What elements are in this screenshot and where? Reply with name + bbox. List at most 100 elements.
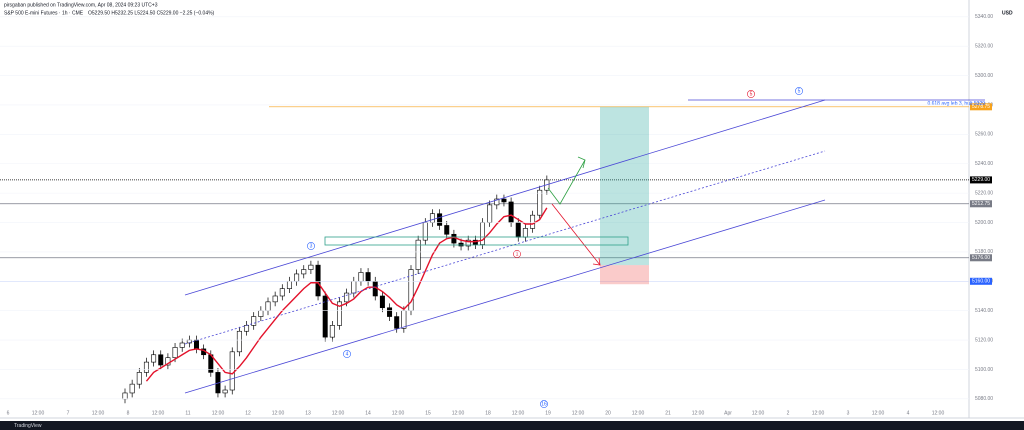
x-tick-label: 12 — [245, 410, 251, 416]
channel — [184, 99, 985, 394]
brand: TradingView — [14, 423, 42, 429]
price-tag — [970, 254, 992, 262]
candle-body — [301, 269, 307, 275]
candle-body — [122, 392, 128, 400]
candle-body — [151, 354, 157, 363]
x-tick-label: 12:00 — [32, 410, 45, 416]
x-tick-label: 13 — [305, 410, 311, 416]
candle-body — [365, 272, 371, 282]
y-tick-label: 5340.00 — [975, 14, 993, 20]
wave-circle — [343, 350, 351, 358]
candle-body — [437, 213, 443, 226]
price-tag — [970, 200, 992, 208]
candle-body — [143, 361, 149, 373]
x-tick-label: 12:00 — [152, 410, 165, 416]
candle-body — [351, 280, 357, 294]
x-tick-label: 12:00 — [452, 410, 465, 416]
x-tick-label: 15 — [425, 410, 431, 416]
candle-body — [522, 228, 528, 238]
candle-body — [494, 198, 500, 206]
candle-body — [279, 288, 285, 297]
price-tag-label: 5176.00 — [972, 255, 990, 261]
y-tick-label: 5260.00 — [975, 132, 993, 138]
candle-body — [429, 213, 435, 223]
x-tick-label: Apr — [724, 410, 732, 416]
candle-body — [472, 239, 478, 245]
x-tick-label: 19 — [545, 410, 551, 416]
candle-body — [251, 316, 257, 326]
wave-label: 4 — [346, 351, 349, 357]
candle-body — [172, 347, 178, 358]
candle-body — [379, 295, 385, 309]
x-tick-label: 11 — [185, 410, 190, 416]
candle-body — [394, 316, 400, 329]
price-tag — [970, 176, 992, 184]
x-tick-label: 12:00 — [632, 410, 645, 416]
candle-body — [315, 264, 321, 297]
x-tick-label: 2 — [787, 410, 790, 416]
x-tick-label: 12:00 — [272, 410, 285, 416]
x-tick-label: 6 — [7, 410, 10, 416]
currency: USD — [1002, 10, 1013, 16]
x-tick-label: 7 — [67, 410, 70, 416]
candle-body — [465, 239, 471, 247]
x-tick-label: 14 — [365, 410, 371, 416]
wave-circle — [513, 250, 521, 258]
x-tick-label: 12:00 — [92, 410, 105, 416]
x-tick-label: 12:00 — [932, 410, 945, 416]
price-tag-label: 5229.00 — [972, 177, 990, 183]
candle-body — [336, 301, 342, 326]
x-tick-label: 20 — [605, 410, 611, 416]
candle-body — [444, 225, 450, 235]
wave-label: 16 — [541, 401, 547, 407]
x-tick-label: 12:00 — [872, 410, 885, 416]
moving-average — [145, 207, 548, 382]
level-note: 0.618 avg leb 3, hult 5329 — [927, 101, 985, 107]
candle-body — [194, 339, 200, 350]
candle-body — [422, 222, 428, 241]
candle-body — [294, 273, 300, 282]
candle-body — [458, 242, 464, 247]
wave-label: 3 — [310, 243, 313, 249]
y-tick-label: 5320.00 — [975, 44, 993, 50]
y-tick-label: 5120.00 — [975, 337, 993, 343]
price-tag — [970, 277, 992, 285]
wave-label: 5 — [750, 91, 753, 97]
y-tick-label: 5100.00 — [975, 367, 993, 373]
x-tick-label: 21 — [665, 410, 671, 416]
candle-body — [537, 189, 543, 216]
candle-body — [515, 222, 521, 238]
candle-body — [165, 357, 171, 366]
x-tick-label: 12:00 — [812, 410, 825, 416]
y-tick-label: 5200.00 — [975, 220, 993, 226]
candle-body — [265, 301, 271, 311]
candle-body — [344, 292, 350, 303]
x-tick-label: 12:00 — [392, 410, 405, 416]
wave-circle — [795, 87, 803, 95]
candle-body — [329, 325, 335, 338]
x-tick-label: 8 — [127, 410, 130, 416]
candle-body — [258, 310, 264, 317]
candle-body — [222, 389, 228, 394]
chart-title: S&P 500 E-mini Futures · 1h · CME — [4, 10, 84, 16]
candle-body — [272, 295, 278, 303]
y-tick-label: 5220.00 — [975, 190, 993, 196]
x-tick-label: 12:00 — [752, 410, 765, 416]
candle-body — [479, 222, 485, 245]
x-tick-label: 3 — [847, 410, 850, 416]
wave-label: 5 — [798, 88, 801, 94]
wave-circle — [307, 242, 315, 250]
candle-body — [322, 295, 328, 338]
x-tick-label: 12:00 — [332, 410, 345, 416]
y-tick-label: 5300.00 — [975, 73, 993, 79]
y-tick-label: 5180.00 — [975, 249, 993, 255]
candle-body — [501, 198, 507, 203]
x-tick-label: 4 — [907, 410, 910, 416]
candle-body — [530, 214, 536, 229]
candle-body — [158, 354, 164, 366]
footer-bar — [0, 421, 1024, 430]
x-tick-label: 12:00 — [512, 410, 525, 416]
candle-body — [487, 204, 493, 223]
candle-body — [129, 383, 135, 394]
